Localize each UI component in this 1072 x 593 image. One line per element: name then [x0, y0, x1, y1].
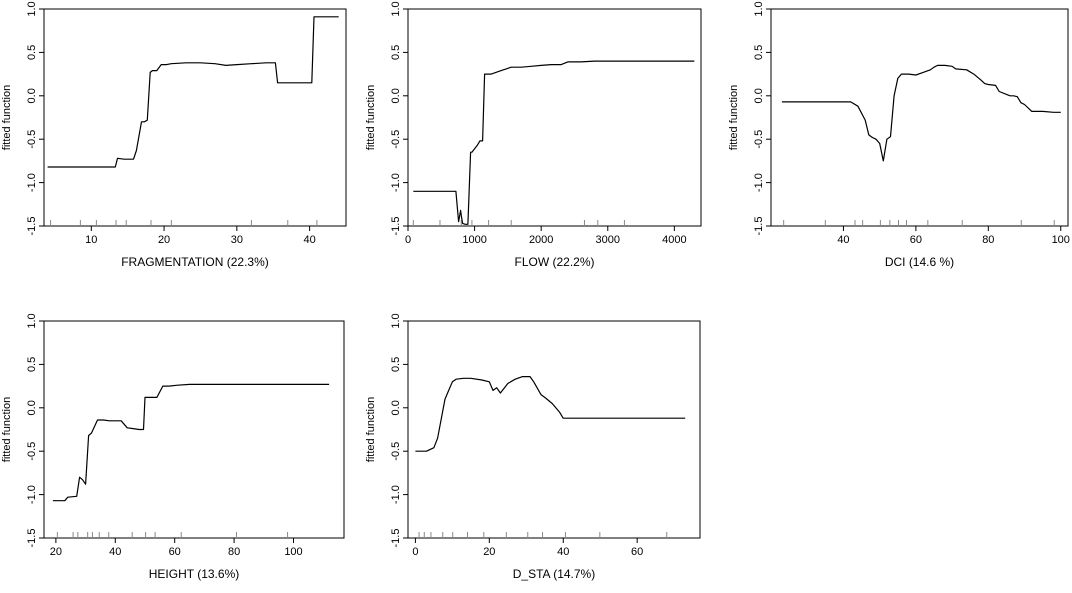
y-axis-label: fitted function — [365, 397, 377, 462]
x-tick-label: 0 — [412, 546, 418, 558]
y-tick-label: 1.0 — [753, 1, 765, 16]
y-axis-label: fitted function — [1, 85, 13, 150]
y-tick-label: 0.5 — [390, 357, 402, 372]
chart-panel-dci: -1.5 -1.0 -0.5 0.0 0.5 1.0 40 60 80 100 DCI (14.6 … — [728, 1, 1070, 269]
y-tick-label: -0.5 — [753, 130, 765, 149]
fitted-function-line — [413, 60, 695, 225]
x-axis-label: FRAGMENTATION (22.3%) — [121, 255, 269, 269]
x-tick-label: 30 — [231, 234, 243, 246]
y-axis-label: fitted function — [365, 85, 377, 150]
y-tick-label: 1.0 — [26, 1, 38, 16]
y-tick-label: 1.0 — [26, 313, 38, 328]
y-tick-label: 0.0 — [390, 400, 402, 415]
x-axis-label: FLOW (22.2%) — [514, 255, 594, 269]
chart-panel-height: -1.5 -1.0 -0.5 0.0 0.5 1.0 20 40 60 80 100 HEIGHT (… — [1, 313, 345, 581]
x-tick-label: 20 — [158, 234, 170, 246]
chart-panel-d-sta: -1.5 -1.0 -0.5 0.0 0.5 1.0 0 20 40 60 D_STA (14.7%… — [365, 313, 701, 581]
plot-frame — [770, 8, 1069, 227]
x-axis-label: D_STA (14.7%) — [513, 567, 595, 581]
y-tick-label: -1.0 — [26, 173, 38, 192]
plot-frame — [43, 8, 347, 227]
y-tick-label: 0.0 — [26, 88, 38, 103]
plot-frame — [407, 320, 701, 539]
y-axis-label: fitted function — [1, 397, 13, 462]
y-tick-label: -1.0 — [390, 173, 402, 192]
x-tick-label: 40 — [837, 234, 849, 246]
y-tick-label: -1.5 — [390, 217, 402, 236]
x-tick-label: 3000 — [596, 234, 620, 246]
chart-panel-flow: -1.5 -1.0 -0.5 0.0 0.5 1.0 0 1000 2000 3000 4000 FL… — [365, 1, 702, 269]
y-tick-label: -0.5 — [26, 130, 38, 149]
x-tick-label: 2000 — [529, 234, 553, 246]
x-tick-label: 100 — [284, 546, 302, 558]
y-tick-label: 0.5 — [390, 45, 402, 60]
x-tick-label: 60 — [631, 546, 643, 558]
x-tick-label: 60 — [169, 546, 181, 558]
y-tick-label: 1.0 — [390, 313, 402, 328]
x-tick-label: 60 — [910, 234, 922, 246]
fitted-function-line — [415, 376, 686, 452]
x-tick-label: 20 — [50, 546, 62, 558]
x-tick-label: 100 — [1052, 234, 1070, 246]
y-tick-label: 0.5 — [26, 357, 38, 372]
fitted-function-line — [781, 64, 1061, 162]
y-tick-label: 1.0 — [390, 1, 402, 16]
x-tick-label: 40 — [303, 234, 315, 246]
plot-frame — [43, 320, 345, 539]
fitted-function-line — [52, 383, 330, 502]
y-tick-label: -1.5 — [390, 529, 402, 548]
x-tick-label: 4000 — [662, 234, 686, 246]
y-tick-label: -0.5 — [390, 130, 402, 149]
x-axis-label: DCI (14.6 %) — [885, 255, 954, 269]
x-tick-label: 80 — [228, 546, 240, 558]
fitted-function-line — [47, 16, 339, 168]
y-tick-label: 0.0 — [390, 88, 402, 103]
y-tick-label: 0.5 — [753, 45, 765, 60]
y-tick-label: -1.5 — [26, 529, 38, 548]
x-axis-label: HEIGHT (13.6%) — [149, 567, 239, 581]
x-tick-label: 1000 — [462, 234, 486, 246]
y-tick-label: 0.0 — [753, 88, 765, 103]
y-tick-label: -0.5 — [26, 442, 38, 461]
x-tick-label: 80 — [982, 234, 994, 246]
y-tick-label: -1.5 — [753, 217, 765, 236]
x-tick-label: 40 — [557, 546, 569, 558]
x-tick-label: 0 — [405, 234, 411, 246]
y-tick-label: 0.5 — [26, 45, 38, 60]
y-tick-label: -0.5 — [390, 442, 402, 461]
y-tick-label: 0.0 — [26, 400, 38, 415]
y-axis-label: fitted function — [728, 85, 740, 150]
plot-frame — [407, 8, 702, 227]
y-tick-label: -1.0 — [390, 485, 402, 504]
x-tick-label: 40 — [109, 546, 121, 558]
chart-panel-fragmentation: -1.5 -1.0 -0.5 0.0 0.5 1.0 10 20 30 40 FRAGMENTATI… — [1, 1, 347, 269]
y-tick-label: -1.0 — [753, 173, 765, 192]
x-tick-label: 10 — [85, 234, 97, 246]
y-tick-label: -1.5 — [26, 217, 38, 236]
y-tick-label: -1.0 — [26, 485, 38, 504]
x-tick-label: 20 — [483, 546, 495, 558]
